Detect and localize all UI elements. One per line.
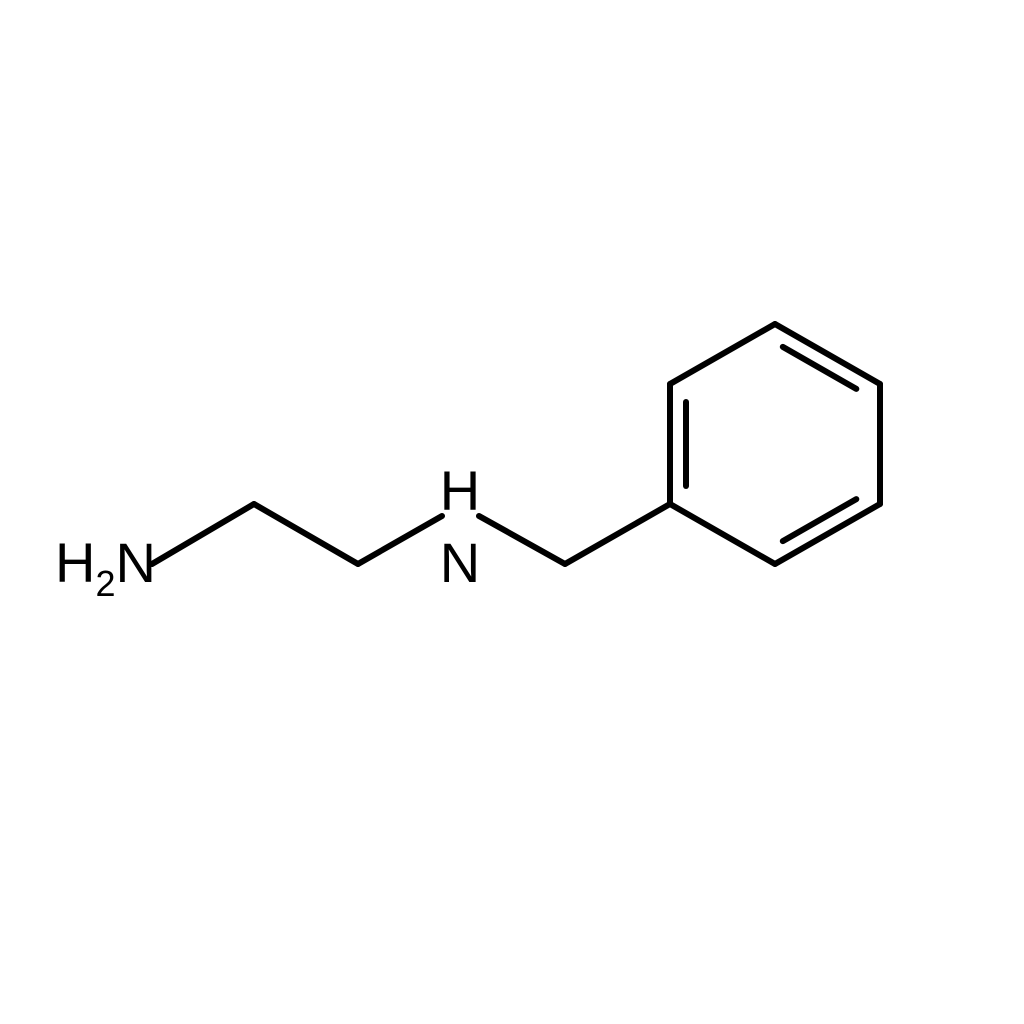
atom-label-NH_H: H [440, 459, 480, 522]
molecule-canvas: H2N NH [0, 0, 1024, 1024]
atom-label-NH_N: N [440, 531, 480, 594]
atom-label-NH2: H2N [55, 531, 156, 604]
